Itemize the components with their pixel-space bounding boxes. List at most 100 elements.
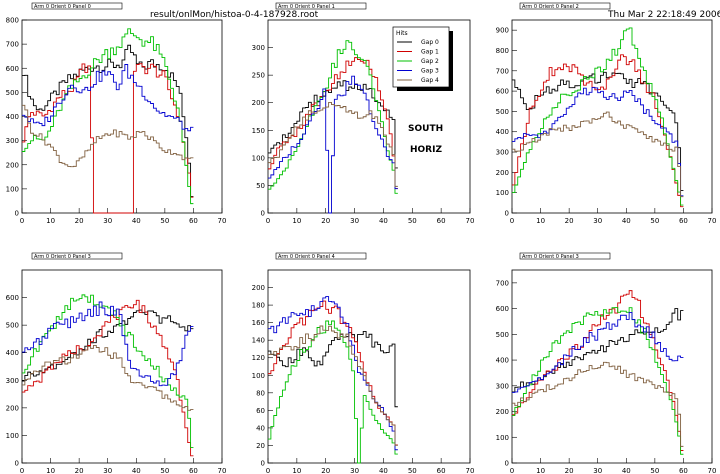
x-tick-label: 0 — [20, 217, 24, 225]
x-tick-label: 40 — [622, 467, 631, 474]
filename-label: result/onlMon/histoa-0-4-187928.root — [150, 10, 319, 20]
x-tick-label: 70 — [218, 217, 227, 225]
x-tick-label: 30 — [103, 217, 112, 225]
series-gap-0 — [268, 80, 398, 169]
y-tick-label: 300 — [496, 149, 509, 157]
series-gap-2 — [268, 40, 398, 194]
datetime-label: Thu Mar 2 22:18:49 2006 — [608, 10, 720, 20]
x-tick-label: 0 — [20, 467, 24, 474]
series-gap-4 — [512, 361, 684, 447]
series-gap-4 — [22, 104, 194, 168]
y-tick-label: 200 — [252, 284, 265, 292]
x-tick-label: 40 — [379, 217, 388, 225]
x-tick-label: 40 — [132, 217, 141, 225]
y-tick-label: 0 — [505, 460, 509, 468]
legend-title: Hits — [396, 30, 408, 37]
annotation-horiz: HORIZ — [410, 145, 442, 155]
y-tick-label: 700 — [6, 41, 19, 49]
y-tick-label: 600 — [6, 65, 19, 73]
x-tick-label: 50 — [160, 467, 169, 474]
x-tick-label: 0 — [510, 217, 514, 225]
panel-4: Arm 0 Orient 0 Panel 4 0 10 20 30 40 50 60 70 0 20… — [252, 252, 475, 474]
series-gap-4 — [268, 102, 398, 187]
y-tick-label: 500 — [496, 331, 509, 339]
y-tick-label: 150 — [252, 127, 265, 135]
y-tick-label: 100 — [252, 372, 265, 380]
series-gap-2 — [512, 307, 684, 455]
x-tick-label: 50 — [650, 467, 659, 474]
series-gap-2 — [512, 27, 684, 206]
x-tick-label: 70 — [708, 217, 717, 225]
y-tick-label: 400 — [6, 113, 19, 121]
x-tick-label: 70 — [708, 467, 717, 474]
x-tick-label: 20 — [565, 467, 574, 474]
x-tick-label: 30 — [350, 467, 359, 474]
series-gap-4 — [268, 325, 398, 446]
series-gap-1 — [22, 299, 194, 457]
x-tick-label: 40 — [132, 467, 141, 474]
y-tick-label: 160 — [252, 319, 265, 327]
x-tick-label: 10 — [292, 217, 301, 225]
x-tick-label: 0 — [510, 467, 514, 474]
panel-title: Arm 0 Orient 0 Panel 3 — [522, 254, 579, 260]
y-tick-label: 300 — [252, 44, 265, 52]
plot-frame — [21, 19, 223, 214]
x-tick-label: 70 — [466, 217, 475, 225]
x-tick-label: 20 — [565, 217, 574, 225]
legend-entry: Gap 0 — [421, 39, 439, 46]
x-tick-label: 30 — [350, 217, 359, 225]
x-tick-label: 60 — [679, 467, 688, 474]
legend-entry: Gap 3 — [421, 68, 439, 75]
y-tick-label: 120 — [252, 354, 265, 362]
y-tick-label: 200 — [496, 169, 509, 177]
x-tick-label: 10 — [536, 217, 545, 225]
x-tick-label: 50 — [408, 467, 417, 474]
y-tick-label: 0 — [505, 210, 509, 218]
y-tick-label: 300 — [496, 382, 509, 390]
series-gap-3 — [22, 64, 194, 132]
y-tick-label: 80 — [256, 389, 265, 397]
y-tick-label: 800 — [6, 17, 19, 25]
panel-5: Arm 0 Orient 0 Panel 30 10 20 30 40 50 60 70010… — [496, 252, 717, 474]
y-tick-label: 20 — [256, 442, 265, 450]
panel-title-box — [519, 2, 611, 10]
x-tick-label: 70 — [218, 467, 227, 474]
x-tick-label: 30 — [593, 217, 602, 225]
panel-title: Arm 0 Orient 0 Panel 4 — [278, 254, 335, 260]
y-tick-label: 50 — [256, 182, 265, 190]
series-gap-0 — [268, 331, 398, 408]
y-tick-label: 60 — [256, 407, 265, 415]
legend-entry: Gap 2 — [421, 58, 439, 65]
x-tick-label: 50 — [650, 217, 659, 225]
panel-title: Arm 0 Orient 0 Panel 0 — [34, 4, 91, 10]
panel-title: Arm 0 Orient 0 Panel 3 — [34, 254, 91, 260]
y-tick-label: 40 — [256, 424, 265, 432]
x-tick-label: 10 — [536, 467, 545, 474]
y-tick-label: 500 — [6, 89, 19, 97]
series-gap-3 — [268, 75, 398, 214]
y-tick-label: 180 — [252, 302, 265, 310]
y-tick-label: 100 — [496, 189, 509, 197]
x-tick-label: 70 — [466, 467, 475, 474]
y-tick-label: 100 — [6, 185, 19, 193]
series-gap-1 — [268, 57, 398, 189]
x-tick-label: 60 — [437, 217, 446, 225]
y-tick-label: 200 — [252, 99, 265, 107]
x-tick-label: 20 — [321, 467, 330, 474]
panel-title-box — [275, 252, 367, 260]
panel-title: Arm 0 Orient 0 Panel 2 — [522, 4, 579, 10]
series-gap-4 — [22, 344, 194, 411]
x-tick-label: 60 — [437, 467, 446, 474]
series-gap-4 — [512, 111, 684, 198]
x-tick-label: 0 — [266, 467, 270, 474]
x-tick-label: 0 — [266, 217, 270, 225]
x-tick-label: 20 — [75, 217, 84, 225]
x-tick-label: 60 — [189, 217, 198, 225]
y-tick-label: 800 — [496, 47, 509, 55]
series-gap-2 — [22, 28, 194, 205]
y-tick-label: 0 — [261, 210, 265, 218]
panel-title: Arm 0 Orient 0 Panel 1 — [278, 4, 335, 10]
y-tick-label: 100 — [252, 154, 265, 162]
y-tick-label: 0 — [261, 460, 265, 468]
y-tick-label: 400 — [6, 349, 19, 357]
